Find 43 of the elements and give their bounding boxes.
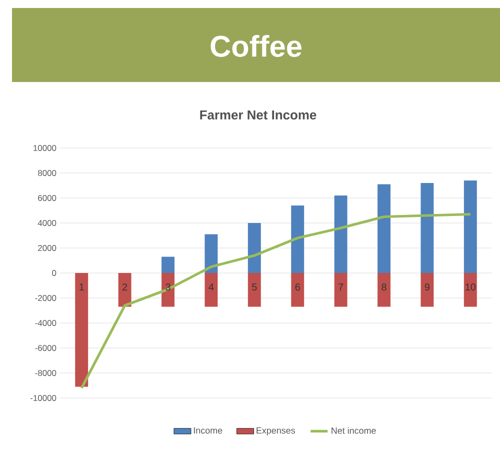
bar (378, 273, 390, 307)
x-tick-label: 1 (80, 284, 84, 290)
y-tick-label: -8000 (35, 370, 56, 376)
bar (204, 234, 218, 274)
bar (75, 273, 88, 387)
bar (464, 273, 477, 307)
bar (378, 184, 390, 274)
y-tick-label: 10000 (34, 145, 56, 151)
y-tick-label: -2000 (35, 295, 56, 301)
bar (334, 273, 348, 307)
bar (420, 183, 434, 274)
bar (248, 273, 261, 307)
legend-label: Income (194, 427, 222, 434)
y-tick-label: -6000 (35, 345, 56, 351)
bar (464, 180, 477, 274)
bar (118, 273, 132, 307)
bar (334, 196, 348, 274)
y-tick-label: -10000 (30, 395, 56, 401)
x-tick-label: 8 (382, 284, 386, 291)
y-tick-label: 2000 (38, 245, 56, 251)
bar (204, 273, 218, 307)
y-tick-label: -4000 (35, 320, 56, 326)
y-tick-label: 6000 (38, 195, 56, 201)
bar (162, 256, 174, 274)
x-tick-label: 10 (466, 284, 476, 291)
bar (291, 273, 304, 307)
x-tick-label: 4 (208, 284, 214, 290)
x-tick-label: 7 (338, 284, 344, 290)
x-tick-label: 6 (295, 284, 300, 291)
bar (291, 206, 304, 274)
chart-subtitle: Farmer Net Income (200, 110, 316, 120)
x-tick-label: 9 (424, 284, 430, 291)
bar (248, 223, 261, 274)
y-tick-label: 8000 (38, 170, 56, 176)
x-tick-label: 5 (252, 284, 257, 290)
bar (420, 273, 434, 307)
legend-label: Expenses (256, 427, 295, 436)
bar (162, 273, 174, 307)
chart-title: Coffee (210, 35, 302, 57)
y-tick-label: 4000 (38, 220, 56, 226)
legend-label: Net income (332, 427, 376, 434)
y-tick-label: 0 (52, 270, 56, 276)
x-tick-label: 2 (122, 284, 128, 290)
